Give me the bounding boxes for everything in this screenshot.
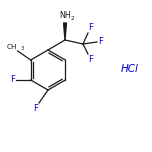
Text: F: F	[98, 38, 103, 47]
Text: NH: NH	[59, 12, 71, 21]
Text: F: F	[10, 76, 15, 85]
Polygon shape	[64, 23, 66, 40]
Text: 3: 3	[21, 47, 24, 52]
Text: CH: CH	[6, 44, 17, 50]
Text: F: F	[33, 104, 38, 113]
Text: HCl: HCl	[121, 64, 139, 74]
Text: F: F	[88, 55, 93, 64]
Text: F: F	[88, 23, 93, 32]
Text: 2: 2	[70, 17, 74, 21]
